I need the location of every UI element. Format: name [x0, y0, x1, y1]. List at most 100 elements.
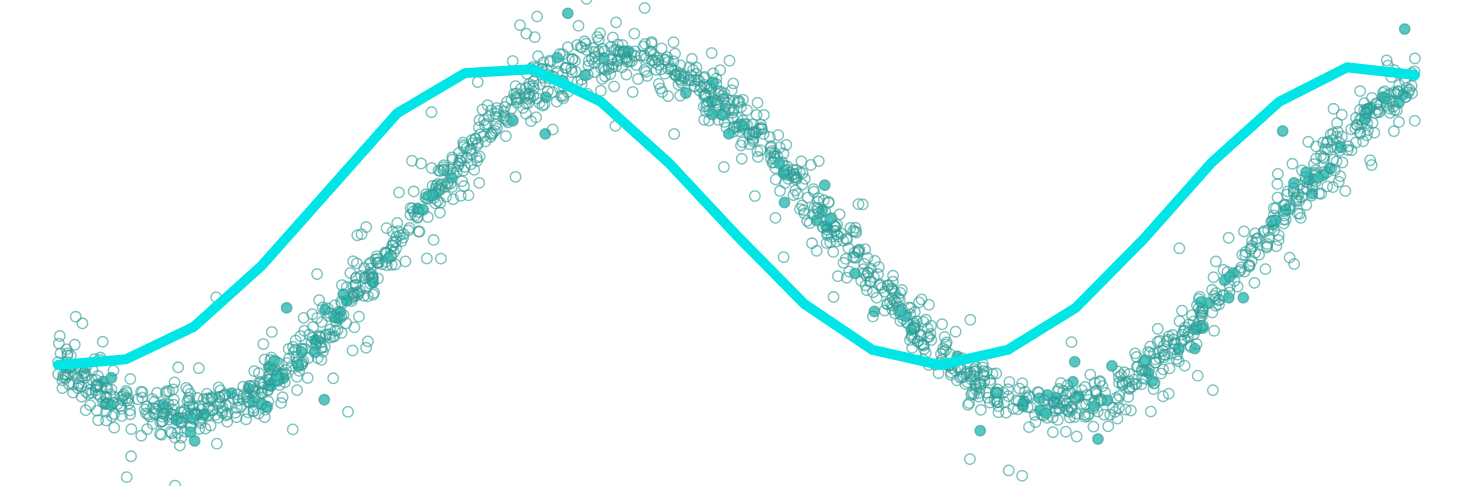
scatter-point: [313, 294, 326, 307]
scatter-point: [669, 47, 681, 60]
scatter-point: [747, 131, 759, 144]
scatter-point: [399, 255, 412, 268]
scatter-point: [1075, 384, 1088, 397]
scatter-point: [360, 221, 373, 233]
scatter-point: [216, 406, 229, 419]
scatter-point: [1286, 157, 1299, 170]
scatter-point: [1336, 156, 1349, 169]
scatter-point: [149, 408, 162, 420]
scatter-point: [1051, 414, 1064, 426]
scatter-point: [462, 189, 475, 202]
scatter-point: [894, 305, 907, 317]
scatter-point: [723, 54, 736, 67]
scatter-point: [644, 45, 657, 58]
scatter-point: [859, 243, 872, 256]
scatter-point: [1144, 340, 1157, 353]
scatter-point: [84, 399, 97, 412]
scatter-point: [546, 123, 559, 136]
scatter-point: [351, 229, 364, 242]
scatter-point: [100, 381, 112, 394]
scatter-point: [963, 453, 976, 465]
scatter-point: [389, 235, 402, 248]
scatter-point: [1287, 187, 1300, 200]
scatter-point: [75, 390, 88, 403]
scatter-point: [1192, 302, 1205, 315]
scatter-point: [169, 479, 181, 486]
scatter-point: [970, 383, 983, 396]
scatter-point: [1372, 105, 1384, 118]
scatter-point: [1139, 354, 1151, 367]
scatter-point: [674, 89, 687, 102]
scatter-point: [811, 201, 823, 214]
scatter-point: [125, 423, 138, 436]
scatter-point: [703, 104, 716, 117]
scatter-point: [698, 113, 711, 126]
scatter-point: [773, 157, 786, 170]
scatter-point: [1242, 259, 1255, 272]
scatter-point: [915, 293, 928, 306]
scatter-point: [1380, 54, 1393, 67]
scatter-point: [1249, 227, 1262, 240]
scatter-point: [1060, 388, 1072, 401]
scatter-point: [287, 340, 299, 353]
scatter-point: [772, 129, 785, 142]
scatter-point: [306, 331, 319, 344]
scatter-point: [301, 371, 314, 384]
scatter-point: [1054, 377, 1067, 389]
scatter-point: [1102, 420, 1115, 433]
scatter-point: [817, 194, 830, 207]
scatter-point: [1190, 338, 1203, 350]
scatter-point: [667, 36, 680, 49]
scatter-point: [175, 417, 188, 430]
scatter-point: [925, 319, 937, 332]
scatter-point: [469, 132, 482, 145]
scatter-point: [311, 268, 323, 280]
scatter-point: [289, 343, 302, 356]
scatter-point: [160, 385, 173, 398]
scatter-point: [291, 370, 303, 383]
scatter-point: [773, 141, 786, 154]
scatter-point: [1147, 377, 1160, 390]
scatter-point: [279, 368, 292, 381]
scatter-point: [1325, 162, 1338, 175]
scatter-point: [827, 291, 840, 303]
scatter-point: [425, 106, 438, 119]
scatter-point: [594, 84, 607, 97]
scatter-point: [1260, 241, 1273, 254]
scatter-point: [1222, 231, 1235, 244]
scatter-point: [197, 393, 210, 406]
scatter-point: [774, 185, 786, 197]
scatter-point: [1094, 375, 1107, 388]
scatter-point: [261, 384, 274, 397]
scatter-point: [970, 379, 982, 392]
scatter-point: [353, 284, 366, 297]
scatter-point: [457, 136, 470, 149]
scatter-point: [249, 391, 262, 403]
scatter-point: [1244, 242, 1257, 255]
scatter-point: [509, 170, 522, 183]
scatter-point: [1365, 159, 1378, 171]
scatter-point: [1393, 79, 1406, 92]
scatter-point: [321, 302, 334, 315]
scatter-point: [1106, 360, 1118, 372]
scatter-point: [1178, 359, 1191, 372]
scatter-point: [1278, 199, 1291, 211]
scatter-point: [855, 274, 868, 287]
scatter-point: [1381, 99, 1393, 112]
scatter-point: [1380, 95, 1393, 108]
scatter-point: [1157, 390, 1169, 403]
scatter-point: [1144, 405, 1157, 418]
scatter-point: [446, 153, 459, 166]
scatter-point: [1408, 114, 1421, 127]
scatter-point: [977, 365, 990, 378]
scatter-point: [172, 361, 185, 374]
scatter-point: [1368, 126, 1381, 139]
scatter-point: [538, 98, 551, 111]
scatter-point: [100, 414, 113, 427]
scatter-point: [881, 298, 894, 311]
scatter-point: [938, 331, 951, 343]
scatter-point: [265, 326, 278, 338]
scatter-point: [327, 372, 340, 385]
